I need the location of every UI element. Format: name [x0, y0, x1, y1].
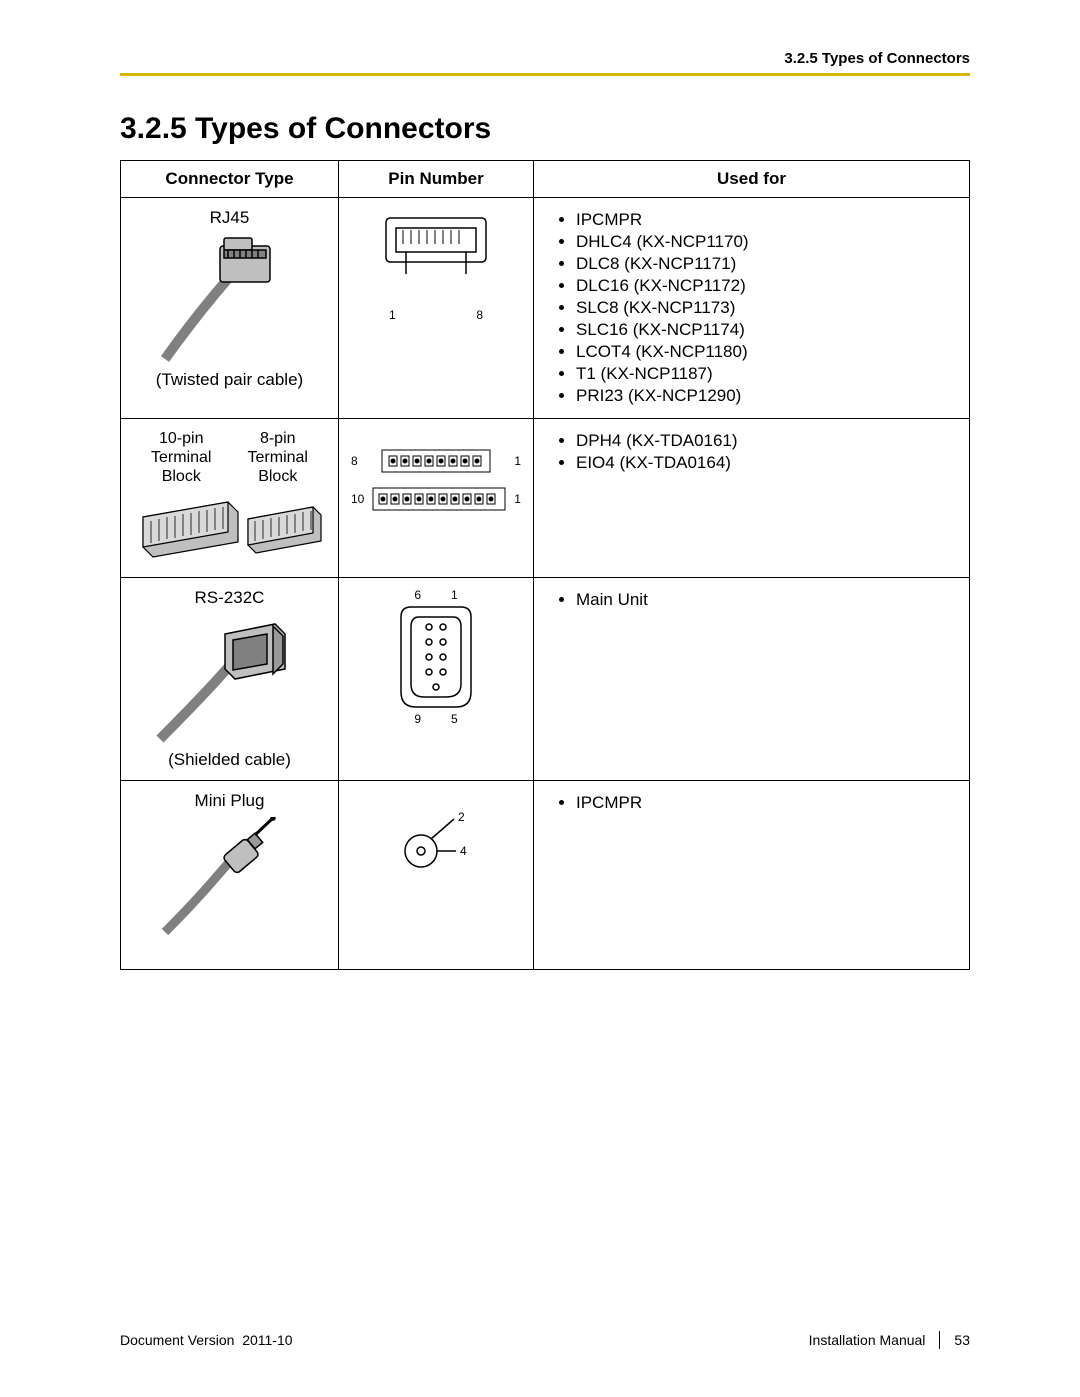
miniplug-label: Mini Plug: [133, 791, 326, 811]
miniplug-pin-a: 2: [458, 810, 465, 824]
list-item: IPCMPR: [576, 210, 957, 230]
rs232-pin-tr: 1: [451, 588, 458, 602]
tb8-label-2: Terminal: [248, 449, 308, 466]
rs232-pin-diagram: [391, 602, 481, 712]
terminal-block-icon: [133, 487, 328, 567]
list-item: SLC8 (KX-NCP1173): [576, 298, 957, 318]
pin8-left: 8: [351, 454, 358, 468]
rj45-pin-right: 8: [476, 308, 483, 322]
rs232-sub: (Shielded cable): [133, 750, 326, 770]
table-row: 10-pin Terminal Block 8-pin Terminal Blo…: [121, 419, 970, 578]
list-item: DPH4 (KX-TDA0161): [576, 431, 957, 451]
rj45-used-list: IPCMPR DHLC4 (KX-NCP1170) DLC8 (KX-NCP11…: [546, 210, 957, 406]
rj45-pin-diagram: [361, 208, 511, 308]
list-item: T1 (KX-NCP1187): [576, 364, 957, 384]
pin10-diagram: [372, 487, 506, 511]
tb10-label-1: 10-pin: [159, 430, 203, 447]
footer-divider: [939, 1331, 940, 1349]
th-pin-number: Pin Number: [339, 161, 534, 198]
rj45-pin-left: 1: [389, 308, 396, 322]
table-row: RJ45 (Twisted pair cable): [121, 198, 970, 419]
rs232-cable-icon: [155, 614, 305, 744]
tb-used-list: DPH4 (KX-TDA0161) EIO4 (KX-TDA0164): [546, 431, 957, 473]
rj45-label: RJ45: [133, 208, 326, 228]
footer-page-number: 53: [954, 1332, 970, 1348]
table-row: RS-232C (Shielded cable) 6 1: [121, 577, 970, 780]
list-item: DLC16 (KX-NCP1172): [576, 276, 957, 296]
th-used-for: Used for: [534, 161, 970, 198]
rs232-pin-tl: 6: [414, 588, 421, 602]
page-title: 3.2.5 Types of Connectors: [120, 112, 970, 146]
list-item: DHLC4 (KX-NCP1170): [576, 232, 957, 252]
th-connector-type: Connector Type: [121, 161, 339, 198]
footer-doc-version-label: Document Version: [120, 1332, 234, 1348]
list-item: Main Unit: [576, 590, 957, 610]
miniplug-cable-icon: [160, 817, 300, 937]
tb8-label-1: 8-pin: [260, 430, 296, 447]
tb8-label-3: Block: [258, 468, 297, 485]
rs232-pin-bl: 9: [414, 712, 421, 726]
list-item: SLC16 (KX-NCP1174): [576, 320, 957, 340]
miniplug-pin-diagram: 2 4: [376, 791, 496, 901]
list-item: IPCMPR: [576, 793, 957, 813]
rs232-used-list: Main Unit: [546, 590, 957, 610]
rj45-sub: (Twisted pair cable): [133, 370, 326, 390]
tb10-label-3: Block: [162, 468, 201, 485]
pin8-right: 1: [514, 454, 521, 468]
header-breadcrumb: 3.2.5 Types of Connectors: [120, 50, 970, 67]
pin8-diagram: [381, 449, 491, 473]
list-item: PRI23 (KX-NCP1290): [576, 386, 957, 406]
footer-manual-label: Installation Manual: [809, 1332, 926, 1348]
list-item: EIO4 (KX-TDA0164): [576, 453, 957, 473]
list-item: LCOT4 (KX-NCP1180): [576, 342, 957, 362]
table-row: Mini Plug: [121, 780, 970, 969]
footer-doc-version-value: 2011-10: [242, 1332, 292, 1348]
miniplug-used-list: IPCMPR: [546, 793, 957, 813]
rs232-label: RS-232C: [133, 588, 326, 608]
list-item: DLC8 (KX-NCP1171): [576, 254, 957, 274]
rs232-pin-br: 5: [451, 712, 458, 726]
pin10-right: 1: [514, 492, 521, 506]
pin10-left: 10: [351, 492, 364, 506]
miniplug-pin-b: 4: [460, 844, 467, 858]
header-rule: [120, 73, 970, 76]
connectors-table: Connector Type Pin Number Used for RJ45: [120, 160, 970, 970]
page-footer: Document Version 2011-10 Installation Ma…: [120, 1331, 970, 1349]
tb10-label-2: Terminal: [151, 449, 211, 466]
rj45-cable-icon: [160, 234, 300, 364]
